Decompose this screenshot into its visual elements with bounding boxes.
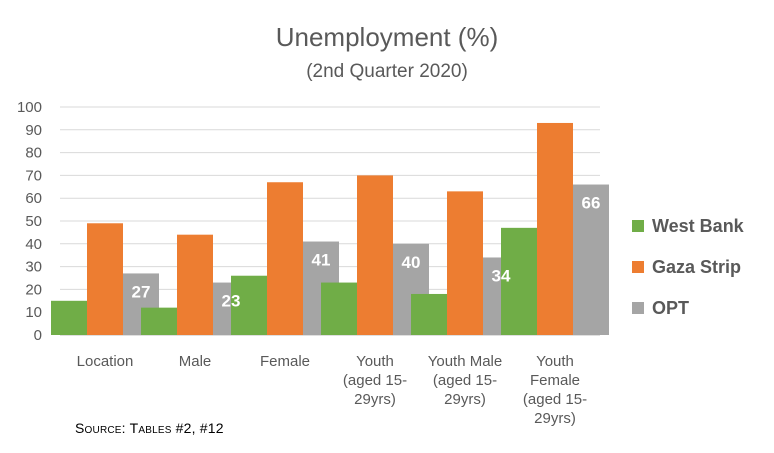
bar-gaza-strip xyxy=(537,122,573,336)
bars xyxy=(51,122,609,336)
data-label: 34 xyxy=(492,266,511,285)
data-label: 27 xyxy=(132,282,151,301)
legend-entry: Gaza Strip xyxy=(652,257,741,277)
bar-gaza-strip xyxy=(87,223,123,335)
y-tick-label: 90 xyxy=(25,122,42,139)
x-tick-label: (aged 15- xyxy=(343,372,407,389)
x-tick-label: Location xyxy=(77,353,134,370)
y-tick-label: 10 xyxy=(25,304,42,321)
x-tick-label: Female xyxy=(530,372,580,389)
y-axis-ticks: 0 10 20 30 40 50 60 70 80 90 100 xyxy=(17,99,42,344)
bar-opt xyxy=(573,184,609,335)
bar-gaza-strip xyxy=(177,234,213,335)
y-tick-label: 70 xyxy=(25,167,42,184)
x-tick-label: Youth Male xyxy=(428,353,503,370)
legend-entry: West Bank xyxy=(652,216,745,236)
data-label: 40 xyxy=(402,253,421,272)
legend-swatch xyxy=(632,302,644,314)
chart-title: Unemployment (%) xyxy=(276,22,499,52)
bar-west-bank xyxy=(231,275,267,335)
y-tick-label: 80 xyxy=(25,145,42,162)
data-labels: 27 23 41 40 34 66 xyxy=(132,194,601,311)
category-labels: Location Male Female Youth (aged 15- 29yrs) Yo… xyxy=(77,353,587,427)
x-tick-label: Youth xyxy=(536,353,574,370)
y-tick-label: 0 xyxy=(34,327,42,344)
x-tick-label: (aged 15- xyxy=(523,391,587,408)
y-tick-label: 30 xyxy=(25,259,42,276)
source-note: Source: Tables #2, #12 xyxy=(75,420,224,436)
legend: West Bank Gaza Strip OPT xyxy=(632,216,745,318)
legend-swatch xyxy=(632,220,644,232)
bar-gaza-strip xyxy=(357,175,393,335)
y-tick-label: 60 xyxy=(25,190,42,207)
bar-gaza-strip xyxy=(447,191,483,335)
x-tick-label: Female xyxy=(260,353,310,370)
x-tick-label: Male xyxy=(179,353,212,370)
x-tick-label: 29yrs) xyxy=(354,391,396,408)
bar-west-bank xyxy=(321,282,357,335)
x-tick-label: (aged 15- xyxy=(433,372,497,389)
y-tick-label: 40 xyxy=(25,236,42,253)
chart-subtitle: (2nd Quarter 2020) xyxy=(306,61,468,82)
data-label: 23 xyxy=(222,292,241,311)
bar-west-bank xyxy=(411,293,447,335)
data-label: 41 xyxy=(312,251,331,270)
x-tick-label: Youth xyxy=(356,353,394,370)
legend-swatch xyxy=(632,261,644,273)
x-tick-label: 29yrs) xyxy=(534,410,576,427)
bar-west-bank xyxy=(501,227,537,335)
bar-gaza-strip xyxy=(267,182,303,335)
x-tick-label: 29yrs) xyxy=(444,391,486,408)
bar-west-bank xyxy=(141,307,177,335)
y-tick-label: 100 xyxy=(17,99,42,116)
data-label: 66 xyxy=(582,194,601,213)
y-tick-label: 20 xyxy=(25,281,42,298)
bar-west-bank xyxy=(51,300,87,335)
legend-entry: OPT xyxy=(652,298,689,318)
y-tick-label: 50 xyxy=(25,213,42,230)
